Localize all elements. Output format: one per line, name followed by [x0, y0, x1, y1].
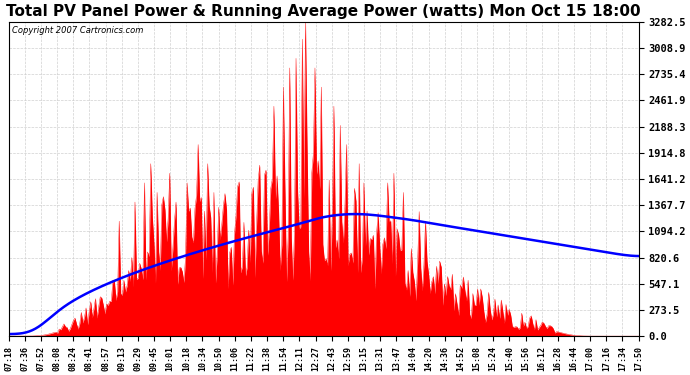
Text: Copyright 2007 Cartronics.com: Copyright 2007 Cartronics.com: [12, 27, 144, 36]
Title: Total PV Panel Power & Running Average Power (watts) Mon Oct 15 18:00: Total PV Panel Power & Running Average P…: [6, 4, 641, 19]
